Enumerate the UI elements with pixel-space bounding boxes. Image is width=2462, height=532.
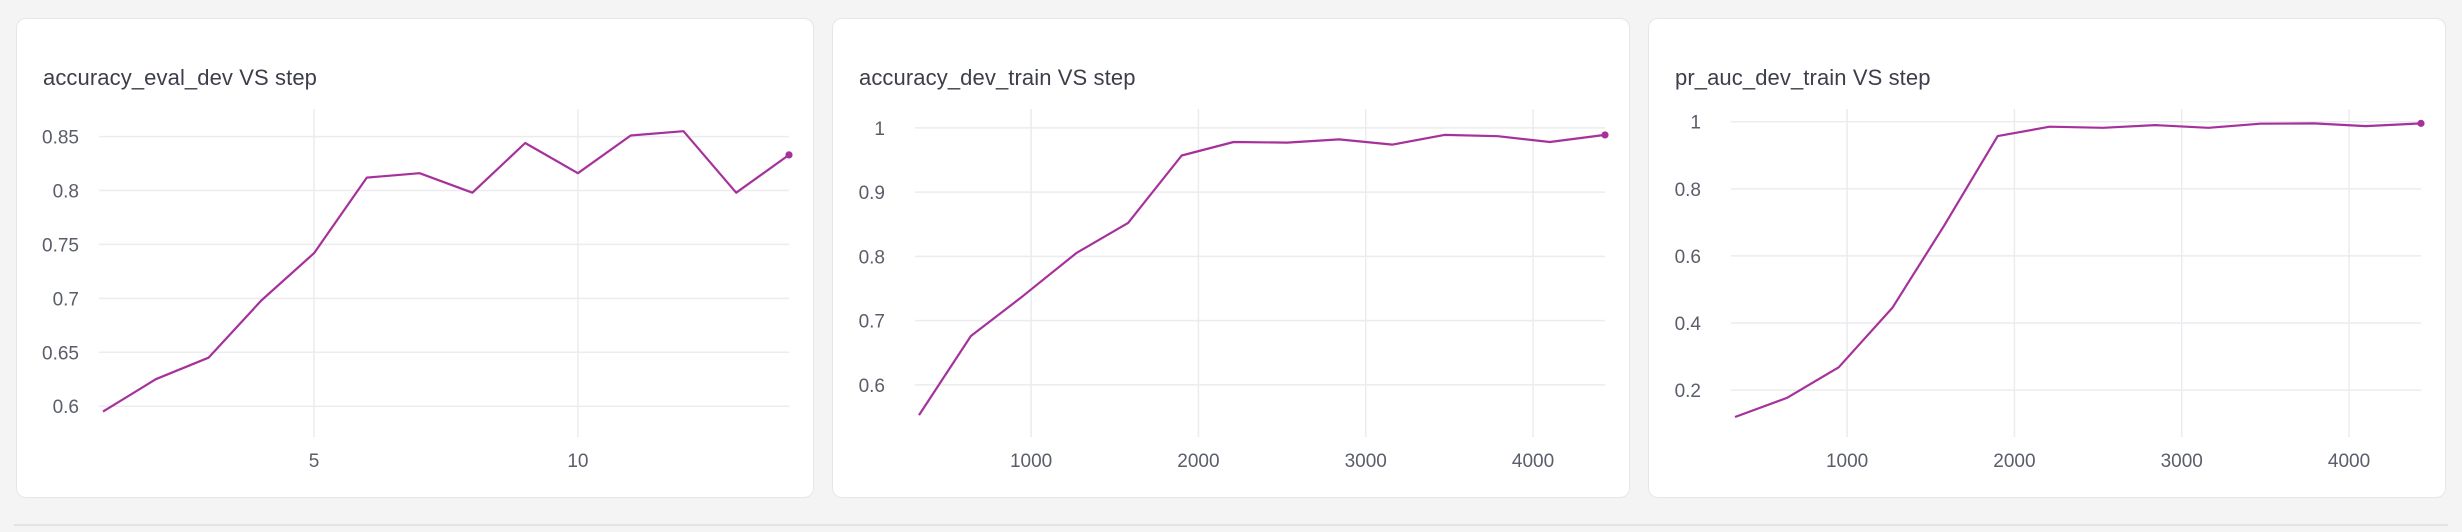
y-tick-label: 0.6 [53,397,79,418]
y-tick-label: 0.8 [859,247,885,268]
x-tick-label: 5 [309,451,320,472]
x-tick-label: 3000 [1345,451,1387,472]
series-line[interactable] [1735,123,2421,417]
y-tick-label: 1 [1690,113,1701,134]
y-tick-label: 0.7 [859,312,885,333]
x-tick-label: 1000 [1826,451,1868,472]
y-tick-label: 0.4 [1675,314,1702,335]
last-point-marker[interactable] [1601,131,1608,138]
y-tick-label: 0.85 [42,128,79,149]
chart-svg-pr-auc-dev-train[interactable]: 0.2 0.4 0.6 0.8 1 1000 2000 3000 4000 [1649,19,2447,499]
y-tick-label: 0.7 [53,289,79,310]
y-tick-label: 0.75 [42,235,79,256]
chart-card-accuracy-eval-dev: accuracy_eval_dev VS step 0.6 0.65 0.7 0.75… [16,18,814,498]
chart-svg-accuracy-eval-dev[interactable]: 0.6 0.65 0.7 0.75 0.8 0.85 5 10 [17,19,815,499]
y-tick-label: 0.8 [1675,180,1701,201]
y-tick-label: 0.6 [859,376,885,397]
chart-card-accuracy-dev-train: accuracy_dev_train VS step 0.6 0.7 0.8 0.9 1… [832,18,1630,498]
y-tick-label: 0.9 [859,183,885,204]
x-tick-label: 4000 [1512,451,1554,472]
y-tick-label: 0.65 [42,343,79,364]
x-tick-label: 1000 [1010,451,1052,472]
x-tick-label: 2000 [1177,451,1219,472]
chart-svg-accuracy-dev-train[interactable]: 0.6 0.7 0.8 0.9 1 1000 2000 3000 4000 [833,19,1631,499]
series-line[interactable] [919,135,1605,415]
x-tick-label: 10 [567,451,588,472]
x-tick-label: 2000 [1993,451,2035,472]
last-point-marker[interactable] [2417,120,2424,127]
x-tick-label: 3000 [2161,451,2203,472]
y-tick-label: 0.6 [1675,247,1701,268]
chart-card-pr-auc-dev-train: pr_auc_dev_train VS step 0.2 0.4 0.6 0.8 1 10… [1648,18,2446,498]
y-tick-label: 1 [874,119,885,140]
last-point-marker[interactable] [785,151,792,158]
x-tick-label: 4000 [2328,451,2370,472]
divider [14,524,2448,526]
series-line[interactable] [103,131,789,411]
y-tick-label: 0.8 [53,182,79,203]
y-tick-label: 0.2 [1675,381,1701,402]
